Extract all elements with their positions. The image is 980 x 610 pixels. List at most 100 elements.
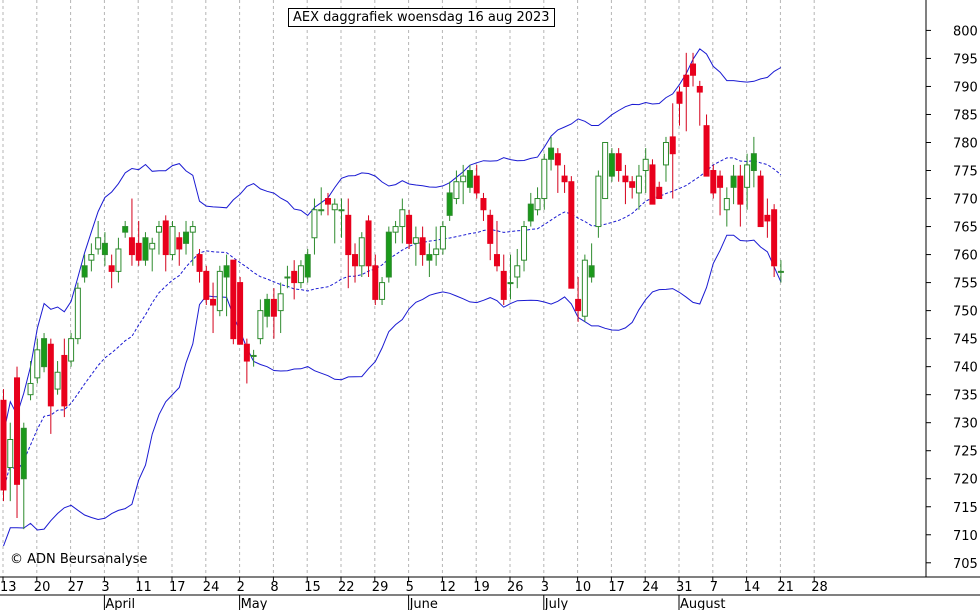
candle <box>230 259 237 345</box>
candle <box>642 148 649 193</box>
candle-body-up <box>507 282 514 285</box>
candle <box>250 349 257 367</box>
candle-body-down <box>575 298 582 312</box>
candle-body-up <box>541 158 548 200</box>
x-tick-label: 17 <box>608 580 625 595</box>
y-tick-label: 745 <box>953 333 978 348</box>
candle-body-up <box>223 265 230 278</box>
x-tick-label: 11 <box>135 580 152 595</box>
candle <box>568 176 575 289</box>
candle <box>183 220 190 255</box>
candle <box>419 226 426 266</box>
y-tick-label: 740 <box>953 361 978 376</box>
candle-body-down <box>128 237 135 256</box>
x-tick-label: 27 <box>68 580 85 595</box>
candle <box>108 254 115 289</box>
y-tick-label: 790 <box>953 80 978 95</box>
x-tick-label: 24 <box>203 580 220 595</box>
candle-body-up <box>642 158 649 172</box>
candle-body-up <box>183 231 190 244</box>
candle <box>676 86 683 126</box>
candle-body-up <box>399 209 406 228</box>
candle-body-up <box>750 153 757 172</box>
candle-body-down <box>352 254 359 267</box>
candle-body-up <box>412 237 419 244</box>
candle <box>311 198 318 255</box>
candle <box>318 187 325 216</box>
candle-body-down <box>210 298 217 306</box>
y-tick-label: 750 <box>953 305 978 320</box>
x-tick-label: 13 <box>0 580 17 595</box>
candle <box>541 153 548 210</box>
candle <box>608 148 615 182</box>
candle <box>514 248 521 289</box>
candle-body-down <box>237 282 244 345</box>
candle-body-down <box>683 74 690 87</box>
candle-body-up <box>142 237 149 261</box>
y-tick-label: 755 <box>953 277 978 292</box>
month-label: May <box>241 597 268 610</box>
y-tick-label: 720 <box>953 473 978 488</box>
candle-body-up <box>101 242 108 256</box>
y-tick-label: 725 <box>953 445 978 460</box>
candle <box>61 338 68 418</box>
candle-body-down <box>372 265 379 300</box>
candle-body-down <box>487 214 494 244</box>
x-tick-label: 17 <box>169 580 186 595</box>
x-tick-label: 28 <box>811 580 828 595</box>
candle <box>493 220 500 272</box>
x-tick-label: 5 <box>406 580 414 595</box>
candle-body-up <box>723 198 730 211</box>
candle <box>662 136 669 182</box>
candle <box>0 389 7 502</box>
month-label: August <box>680 597 726 610</box>
candle-body-down <box>230 259 237 340</box>
candle-body-down <box>764 214 771 222</box>
candle-body-up <box>81 265 88 278</box>
candle-body-up <box>527 203 534 222</box>
candle <box>595 170 602 238</box>
candle <box>277 282 284 334</box>
candle <box>656 181 663 200</box>
candle-body-down <box>196 254 203 272</box>
candle <box>406 209 413 249</box>
month-label: April <box>105 597 135 610</box>
x-tick-label: 26 <box>507 580 524 595</box>
candle-body-down <box>108 265 115 272</box>
chart-title: AEX daggrafiek woensdag 16 aug 2023 <box>288 8 555 27</box>
candle <box>635 164 642 210</box>
candle <box>379 276 386 306</box>
y-tick-label: 715 <box>953 501 978 516</box>
y-tick-label: 730 <box>953 417 978 432</box>
candle <box>649 159 656 205</box>
candle-body-up <box>521 226 528 261</box>
candle <box>257 299 264 345</box>
candle-body-up <box>155 226 162 233</box>
candle <box>439 220 446 255</box>
candle <box>446 181 453 221</box>
candle-body-down <box>419 237 426 256</box>
candle-body-down <box>162 220 169 256</box>
candle-body-down <box>690 63 697 76</box>
candle-body-down <box>243 343 250 362</box>
candle <box>338 198 345 238</box>
candle <box>47 338 54 434</box>
candle-body-down <box>669 136 676 155</box>
candle-body-up <box>7 439 14 469</box>
candle-body-up <box>318 209 325 212</box>
candle-body-up <box>284 276 291 279</box>
candle-body-up <box>68 338 75 362</box>
candle <box>203 265 210 306</box>
candle-body-down <box>703 125 710 177</box>
candle <box>777 260 784 283</box>
candle <box>210 282 217 334</box>
y-tick-label: 765 <box>953 221 978 236</box>
candle <box>629 176 636 199</box>
candle-body-up <box>54 371 61 390</box>
candle-body-down <box>696 85 703 93</box>
candle-body-down <box>135 242 142 261</box>
candle-body-up <box>466 170 473 188</box>
candle-body-up <box>777 270 784 273</box>
candle <box>480 192 487 221</box>
candle-body-up <box>41 338 48 368</box>
